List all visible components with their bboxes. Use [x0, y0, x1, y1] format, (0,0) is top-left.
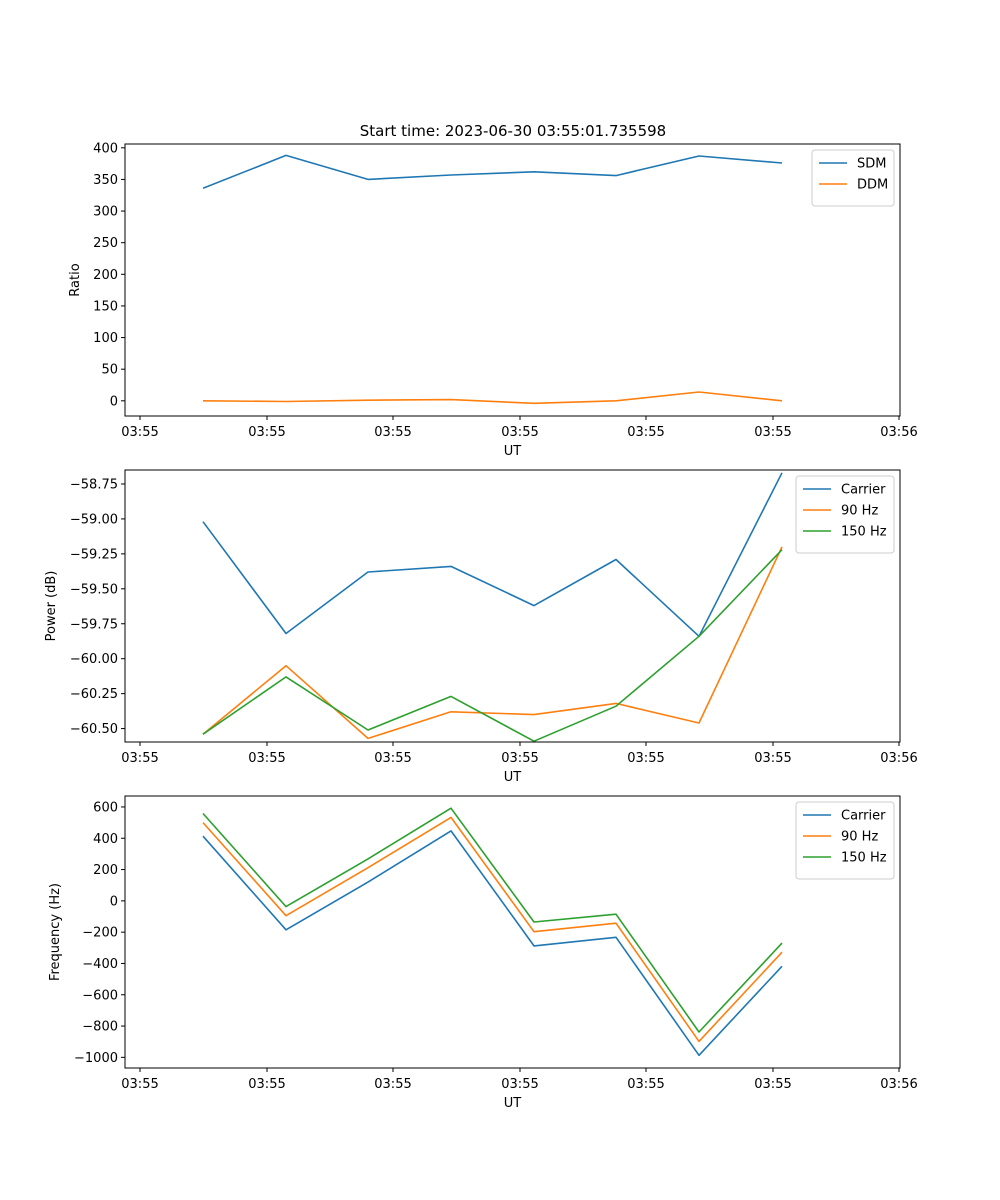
y-tick-label: 100	[93, 331, 118, 346]
x-tick-label: 03:55	[121, 425, 158, 440]
axes-frame	[124, 143, 901, 417]
panel-3: 03:55 03:55 03:55 03:55 03:55 03:55 03:56 −1000…	[48, 795, 918, 1111]
y-tick-label: 400	[93, 141, 118, 156]
y-tick-label: −60.00	[70, 652, 118, 667]
legend: Carrier 90 Hz 150 Hz	[795, 801, 895, 880]
series-line-150-hz	[202, 549, 783, 743]
x-tick-label: 03:55	[248, 425, 285, 440]
series-line-90-hz	[202, 816, 783, 1043]
legend-label: 90 Hz	[841, 504, 878, 519]
x-tick-label: 03:55	[248, 751, 285, 766]
y-tick-label: −58.75	[70, 477, 118, 492]
y-tick-label: −800	[82, 1020, 118, 1035]
y-axis-label: Ratio	[68, 263, 83, 296]
x-tick-label: 03:55	[121, 1077, 158, 1092]
x-axis-label: UT	[504, 770, 522, 785]
legend-label: Carrier	[841, 809, 886, 824]
x-tick-label: 03:55	[374, 425, 411, 440]
chart-panels: 03:55 03:55 03:55 03:55 03:55 03:55 03:56 0 50 10…	[44, 141, 918, 1111]
x-axis-label: UT	[504, 1096, 522, 1111]
legend-label: DDM	[857, 178, 888, 193]
y-tick-label: 200	[93, 268, 118, 283]
y-tick-label: −400	[82, 957, 118, 972]
x-tick-label: 03:55	[374, 1077, 411, 1092]
legend-box	[795, 475, 895, 554]
y-tick-label: 250	[93, 236, 118, 251]
y-tick-label: −200	[82, 926, 118, 941]
axes-frame	[124, 795, 901, 1069]
y-tick-label: −59.50	[70, 582, 118, 597]
series-line-carrier	[202, 472, 783, 638]
x-tick-label: 03:55	[501, 425, 538, 440]
y-tick-label: −59.00	[70, 512, 118, 527]
legend: SDM DDM	[811, 149, 895, 207]
x-tick-label: 03:56	[880, 425, 917, 440]
y-tick-label: 400	[93, 832, 118, 847]
panel-2: 03:55 03:55 03:55 03:55 03:55 03:55 03:56 −60.5…	[44, 469, 918, 785]
series-line-carrier	[202, 830, 783, 1057]
x-tick-label: 03:55	[754, 425, 791, 440]
series-line-150-hz	[202, 807, 783, 1033]
y-axis-label: Power (dB)	[44, 571, 59, 642]
x-tick-label: 03:55	[754, 1077, 791, 1092]
legend-label: 150 Hz	[841, 525, 887, 540]
y-tick-label: 0	[110, 394, 118, 409]
chart-title: Start time: 2023-06-30 03:55:01.735598	[360, 122, 666, 140]
x-tick-label: 03:55	[121, 751, 158, 766]
x-tick-label: 03:55	[248, 1077, 285, 1092]
x-tick-label: 03:55	[501, 1077, 538, 1092]
y-tick-label: −60.50	[70, 722, 118, 737]
y-tick-label: −59.25	[70, 547, 118, 562]
legend-box	[811, 149, 895, 207]
y-tick-label: 200	[93, 863, 118, 878]
y-tick-label: 50	[101, 363, 118, 378]
legend-label: SDM	[857, 157, 886, 172]
x-tick-label: 03:56	[880, 751, 917, 766]
legend-box	[795, 801, 895, 880]
legend-label: 90 Hz	[841, 830, 878, 845]
panel-1: 03:55 03:55 03:55 03:55 03:55 03:55 03:56 0 50 10…	[68, 141, 918, 459]
y-tick-label: 300	[93, 205, 118, 220]
y-tick-label: 0	[110, 894, 118, 909]
y-axis-label: Frequency (Hz)	[48, 883, 63, 981]
y-tick-label: −1000	[74, 1051, 118, 1066]
y-tick-label: 150	[93, 299, 118, 314]
x-axis-label: UT	[504, 444, 522, 459]
y-tick-label: 600	[93, 800, 118, 815]
x-tick-label: 03:55	[627, 425, 664, 440]
x-tick-label: 03:55	[754, 751, 791, 766]
series-line-ddm	[202, 391, 783, 405]
legend: Carrier 90 Hz 150 Hz	[795, 475, 895, 554]
series-line-90-hz	[202, 546, 783, 740]
x-tick-label: 03:55	[627, 1077, 664, 1092]
x-tick-label: 03:55	[374, 751, 411, 766]
x-tick-label: 03:55	[501, 751, 538, 766]
legend-label: 150 Hz	[841, 851, 887, 866]
y-tick-label: −59.75	[70, 617, 118, 632]
y-tick-label: −600	[82, 988, 118, 1003]
y-tick-label: 350	[93, 173, 118, 188]
y-tick-label: −60.25	[70, 687, 118, 702]
legend-label: Carrier	[841, 483, 886, 498]
x-tick-label: 03:55	[627, 751, 664, 766]
axes-frame	[124, 469, 901, 743]
x-tick-label: 03:56	[880, 1077, 917, 1092]
series-line-sdm	[202, 154, 783, 190]
